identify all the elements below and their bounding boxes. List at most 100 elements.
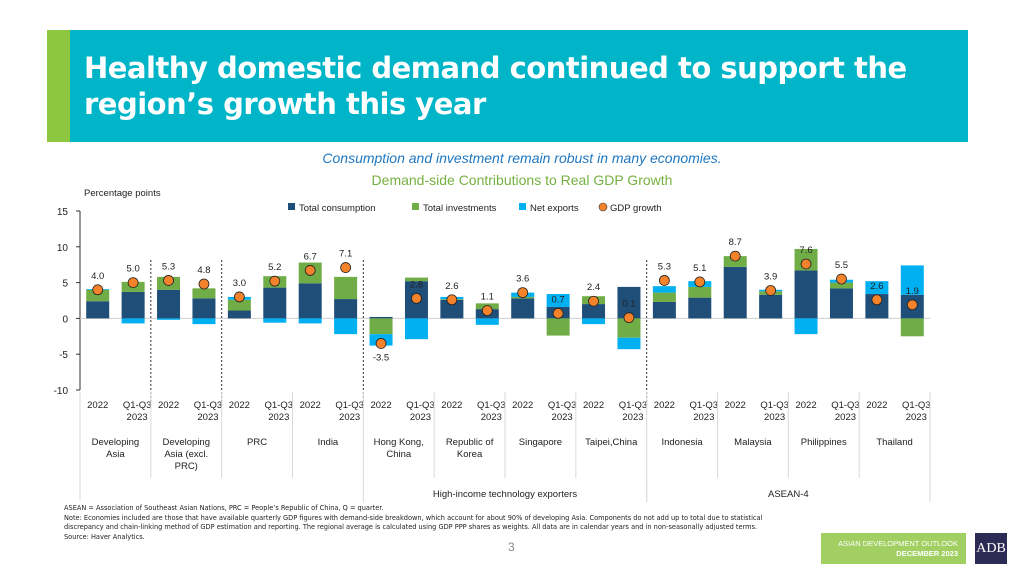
group-label: ASEAN-4 bbox=[768, 489, 809, 500]
y-tick-label: -10 bbox=[54, 386, 69, 397]
x-period-label: 2022 bbox=[300, 400, 321, 411]
gdp-growth-point bbox=[517, 287, 529, 299]
legend-marker-net-exports bbox=[519, 203, 526, 210]
gdp-growth-point bbox=[906, 299, 918, 311]
economy-label: India bbox=[318, 437, 339, 448]
x-period-label: Q1-Q3 bbox=[690, 400, 719, 411]
ado-badge: ASIAN DEVELOPMENT OUTLOOK DECEMBER 2023 bbox=[821, 533, 966, 564]
gdp-growth-label: 6.7 bbox=[304, 251, 317, 262]
footnote-source: Source: Haver Analytics. bbox=[64, 532, 145, 541]
bar-net-exports bbox=[121, 318, 145, 324]
bar-total-investments bbox=[227, 299, 251, 311]
gdp-growth-point bbox=[233, 291, 245, 303]
gdp-growth-point bbox=[588, 295, 599, 307]
economy-label: China bbox=[386, 449, 412, 460]
gdp-growth-label: 3.0 bbox=[233, 278, 246, 289]
gdp-growth-label: 7.1 bbox=[339, 249, 352, 260]
x-period-label: Q1-Q3 bbox=[760, 400, 789, 411]
x-period-label: 2023 bbox=[197, 412, 218, 423]
bar-total-consumption bbox=[192, 298, 216, 319]
x-period-label: Q1-Q3 bbox=[335, 400, 364, 411]
bar-total-consumption bbox=[298, 283, 322, 319]
gdp-growth-label: 0.7 bbox=[552, 294, 565, 305]
bar-net-exports bbox=[865, 281, 889, 295]
economy-label: Philippines bbox=[801, 437, 847, 448]
legend-label-net-exports: Net exports bbox=[530, 203, 579, 214]
gdp-growth-label: 5.2 bbox=[268, 262, 281, 273]
bar-total-consumption bbox=[369, 316, 393, 319]
footnote-note: Note: Economies included are those that … bbox=[64, 513, 763, 532]
gdp-growth-point bbox=[694, 276, 706, 288]
economy-label: Malaysia bbox=[734, 437, 772, 448]
bar-net-exports bbox=[546, 294, 570, 307]
y-axis-label: Percentage points bbox=[84, 188, 161, 199]
legend-label-gdp-growth: GDP growth bbox=[610, 203, 662, 214]
title-banner bbox=[47, 30, 968, 142]
bar-net-exports bbox=[652, 286, 676, 293]
x-period-label: 2023 bbox=[410, 412, 431, 423]
x-period-label: Q1-Q3 bbox=[406, 400, 435, 411]
bar-total-consumption bbox=[511, 298, 535, 319]
x-period-label: 2022 bbox=[370, 400, 391, 411]
gdp-growth-label: 2.8 bbox=[410, 279, 423, 290]
title-accent-stripe bbox=[47, 30, 70, 142]
economy-label: Korea bbox=[457, 449, 483, 460]
x-period-label: 2023 bbox=[622, 412, 643, 423]
group-label: High-income technology exporters bbox=[433, 489, 577, 500]
x-period-label: 2023 bbox=[552, 412, 573, 423]
bar-net-exports bbox=[334, 318, 358, 335]
bar-net-exports bbox=[475, 318, 499, 325]
bar-net-exports bbox=[263, 318, 287, 323]
gdp-growth-point bbox=[92, 284, 104, 296]
gdp-growth-point bbox=[836, 273, 847, 285]
economy-label: Thailand bbox=[876, 437, 912, 448]
bar-total-investments bbox=[617, 318, 641, 338]
economy-label: PRC bbox=[247, 437, 267, 448]
x-period-label: 2023 bbox=[764, 412, 785, 423]
gdp-growth-label: 7.6 bbox=[799, 245, 812, 256]
gdp-growth-label: 2.4 bbox=[587, 282, 600, 293]
bar-total-consumption bbox=[759, 294, 783, 319]
bar-total-investments bbox=[546, 318, 570, 336]
bar-total-investments bbox=[652, 292, 676, 302]
x-period-label: Q1-Q3 bbox=[831, 400, 860, 411]
bar-net-exports bbox=[404, 318, 428, 340]
gdp-growth-label: 1.9 bbox=[906, 286, 919, 297]
gdp-growth-point bbox=[340, 262, 352, 273]
gdp-growth-label: 3.9 bbox=[764, 271, 777, 282]
bar-total-consumption bbox=[688, 297, 712, 319]
bar-total-investments bbox=[369, 318, 393, 335]
x-period-label: Q1-Q3 bbox=[902, 400, 931, 411]
legend-label-total-consumption: Total consumption bbox=[299, 203, 376, 214]
bar-net-exports bbox=[298, 318, 322, 324]
gdp-growth-label: 2.6 bbox=[870, 281, 883, 292]
economy-label: Hong Kong, bbox=[374, 437, 424, 448]
gdp-growth-label: 4.0 bbox=[91, 271, 104, 282]
bar-total-investments bbox=[86, 289, 110, 302]
x-period-label: 2023 bbox=[127, 412, 148, 423]
x-period-label: 2023 bbox=[481, 412, 502, 423]
x-period-label: 2023 bbox=[693, 412, 714, 423]
y-tick-label: 0 bbox=[62, 314, 68, 325]
bar-total-consumption bbox=[440, 299, 464, 319]
bar-net-exports bbox=[157, 318, 181, 320]
gdp-growth-point bbox=[304, 265, 316, 276]
x-period-label: 2022 bbox=[229, 400, 250, 411]
bar-total-consumption bbox=[121, 291, 145, 319]
x-period-label: 2023 bbox=[268, 412, 289, 423]
x-period-label: 2022 bbox=[441, 400, 462, 411]
gdp-growth-point bbox=[552, 307, 564, 319]
gdp-growth-label: -3.5 bbox=[373, 352, 389, 363]
x-period-label: 2022 bbox=[725, 400, 746, 411]
bar-total-investments bbox=[404, 277, 428, 282]
x-period-label: 2023 bbox=[906, 412, 927, 423]
gdp-growth-label: 4.8 bbox=[197, 265, 210, 276]
x-period-label: 2022 bbox=[583, 400, 604, 411]
gdp-growth-point bbox=[269, 275, 281, 287]
bar-total-consumption bbox=[723, 266, 747, 319]
x-period-label: Q1-Q3 bbox=[194, 400, 223, 411]
x-period-label: 2023 bbox=[339, 412, 360, 423]
gdp-growth-label: 2.6 bbox=[445, 281, 458, 292]
chart-subtitle: Consumption and investment remain robust… bbox=[322, 150, 722, 166]
